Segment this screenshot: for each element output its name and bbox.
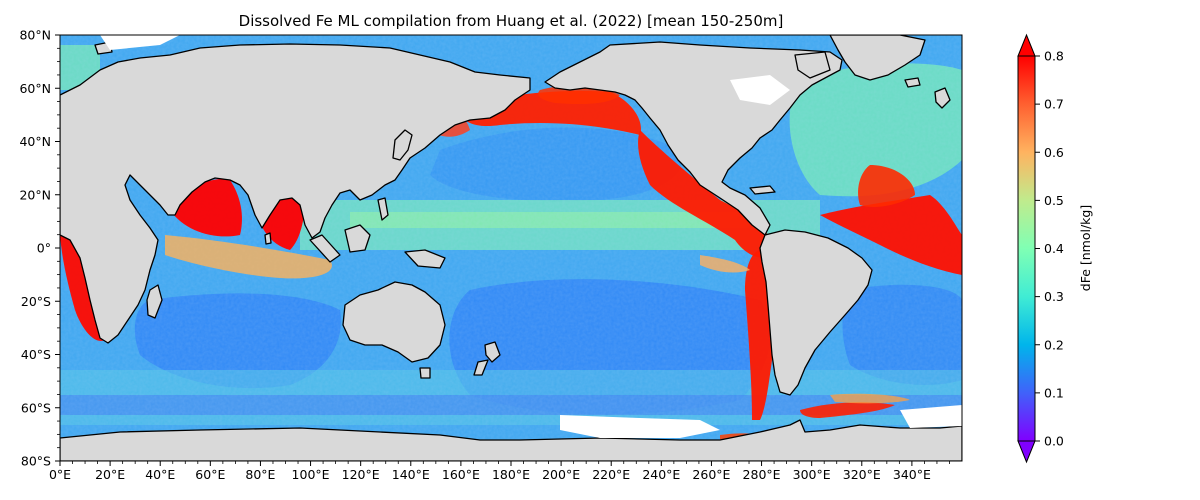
x-tick-label: 220°E — [592, 467, 630, 482]
x-tick-label: 300°E — [793, 467, 831, 482]
y-tick-label: 20°S — [21, 294, 51, 309]
sumatra — [309, 234, 341, 263]
y-tick-label: 60°S — [21, 400, 51, 415]
colorbar-ticks: 0.0 0.1 0.2 0.3 0.4 0.5 0.6 0.7 0.8 — [1035, 49, 1064, 449]
colorbar-extend-bottom — [1017, 440, 1036, 464]
tasmania — [419, 367, 431, 379]
y-tick-label: 40°S — [21, 347, 51, 362]
x-tick-label: 140°E — [392, 467, 430, 482]
x-tick-label: 40°E — [145, 467, 175, 482]
british-isles — [934, 87, 951, 109]
sri-lanka — [264, 232, 272, 245]
greenland — [829, 35, 926, 81]
colorbar-tick-label: 0.4 — [1044, 241, 1064, 256]
x-tick-label: 0°E — [49, 467, 71, 482]
australia — [342, 281, 446, 363]
iceland — [904, 77, 921, 88]
x-tick-label: 200°E — [542, 467, 580, 482]
map-area — [60, 35, 962, 461]
x-tick-label: 280°E — [743, 467, 781, 482]
colorbar-label: dFe [nmol/kg] — [1078, 205, 1093, 291]
colorbar: 0.0 0.1 0.2 0.3 0.4 0.5 0.6 0.7 0.8 dFe [nmol/kg… — [1017, 33, 1093, 464]
madagascar — [146, 284, 163, 319]
y-tick-label: 0° — [37, 241, 51, 256]
x-tick-label: 320°E — [843, 467, 881, 482]
x-axis: 0°E 20°E 40°E 60°E 80°E 100°E 120°E 140°E 160°E 1… — [49, 461, 950, 482]
x-tick-label: 260°E — [692, 467, 730, 482]
x-tick-label: 120°E — [342, 467, 380, 482]
x-tick-label: 340°E — [893, 467, 931, 482]
atlantic-jet-high — [858, 165, 915, 207]
x-tick-label: 100°E — [292, 467, 330, 482]
new-guinea — [404, 249, 446, 269]
x-tick-label: 60°E — [195, 467, 225, 482]
x-tick-label: 80°E — [245, 467, 275, 482]
y-tick-label: 40°N — [19, 134, 51, 149]
missing-arctic — [100, 35, 180, 50]
cuba — [749, 185, 776, 195]
borneo — [344, 224, 371, 253]
east-pacific-margin-high — [638, 130, 775, 258]
missing-hudson — [730, 75, 790, 105]
philippines — [377, 197, 389, 221]
weddell-orange — [830, 393, 910, 404]
x-tick-label: 180°E — [492, 467, 530, 482]
y-axis: 80°N 60°N 40°N 20°N 0° 20°S 40°S 60°S 80°S — [19, 28, 60, 469]
baffin-island — [794, 51, 831, 79]
colorbar-tick-label: 0.1 — [1044, 385, 1064, 400]
colorbar-body — [1017, 55, 1036, 442]
peru-chile-margin-high — [745, 250, 773, 420]
missing-antarctic-margin — [560, 415, 720, 438]
new-zealand-south — [473, 359, 489, 376]
south-america — [759, 229, 873, 396]
y-tick-label: 60°N — [19, 81, 51, 96]
antarctic-peninsula-high — [800, 402, 895, 418]
x-tick-label: 160°E — [442, 467, 480, 482]
colorbar-tick-label: 0.0 — [1044, 434, 1064, 449]
tropical-atlantic-high — [820, 195, 962, 275]
indian-ocean-north-orange — [165, 235, 332, 279]
y-tick-label: 80°N — [19, 28, 51, 43]
colorbar-tick-label: 0.2 — [1044, 337, 1064, 352]
colorbar-tick-label: 0.3 — [1044, 289, 1064, 304]
new-zealand-north — [484, 341, 501, 363]
colorbar-extend-top — [1017, 33, 1036, 57]
colorbar-tick-label: 0.6 — [1044, 145, 1064, 160]
colorbar-tick-label: 0.8 — [1044, 49, 1064, 64]
land — [60, 35, 962, 461]
antarctica — [60, 419, 962, 461]
x-tick-label: 20°E — [95, 467, 125, 482]
colorbar-tick-label: 0.5 — [1044, 193, 1064, 208]
equatorial-orange-east — [700, 255, 750, 273]
map-title: Dissolved Fe ML compilation from Huang e… — [238, 12, 784, 30]
x-tick-label: 240°E — [642, 467, 680, 482]
colorbar-tick-label: 0.7 — [1044, 97, 1064, 112]
eurasia-africa — [60, 43, 531, 344]
japan — [392, 129, 413, 161]
y-tick-label: 80°S — [21, 454, 51, 469]
missing-weddell — [900, 405, 962, 428]
y-tick-label: 20°N — [19, 187, 51, 202]
